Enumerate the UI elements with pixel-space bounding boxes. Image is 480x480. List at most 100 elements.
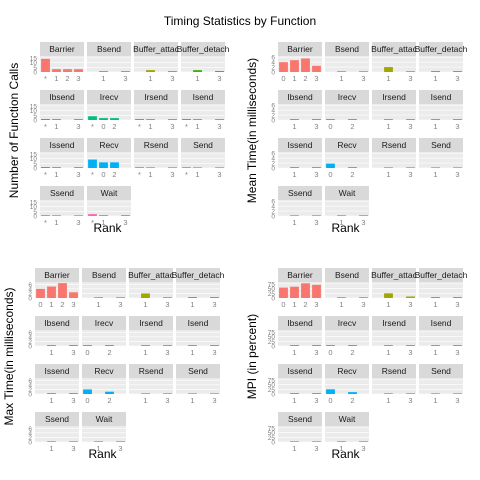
chart2-panel-8-background [419,104,463,120]
chart4-panel-14-bar-1 [337,441,346,442]
chart4-panel-2-bar-1 [337,297,346,298]
chart1-panel-3-strip [134,42,178,56]
chart2-panel-11-strip [372,138,416,152]
chart3-panel-10-xtick-label: 0 [85,396,89,405]
chart4-panel-7-strip [372,316,416,330]
chart1-panel-4-background [181,56,225,72]
chart4-panel-13-xtick-label: 3 [314,444,318,453]
chart2-panel-2-xtick-label: 3 [361,74,365,83]
chart2-panel-13-bar-1 [290,215,299,216]
chart3-panel-10-strip [82,364,126,378]
chart4-panel-8-xtick-label: 1 [433,348,437,357]
chart3-panel-13-bar-1 [47,441,56,442]
chart3-panel-6-xtick-label: 0 [85,348,89,357]
chart1-panel-1-ytick-label: 10 [30,60,38,67]
chart4-panel-5-xtick-label: 3 [314,348,318,357]
chart4-panel-6-bar-2 [348,345,357,346]
chart1-panel-9-ytick-label: 0 [33,166,37,173]
chart2-panel-1-xtick-label: 3 [314,74,318,83]
chart1-panel-4-bar-1 [193,70,202,72]
chart3-panel-9-strip-label: Issend [44,366,69,376]
chart4-panel-8-bar-1 [431,345,440,346]
chart1-panel-10-bar-1 [88,159,97,168]
chart2-panel-9-xtick-label: 3 [314,170,318,179]
chart2-panel-13-background [278,200,322,216]
chart1-panel-11-background [134,152,178,168]
chart3-panel-1-bar-1 [36,288,45,298]
chart1-panel-8-xtick-label: 3 [217,122,221,131]
chart4-panel-12-strip-label: Send [431,366,451,376]
chart4-panel-6-strip-label: Irecv [338,318,357,328]
chart2-panel-6-background [325,104,369,120]
chart3-panel-5-ytick-label: 2 [28,339,32,346]
chart4-panel-14-strip [325,412,369,426]
chart1-panel-12-strip [181,138,225,152]
chart2-panel-9-ytick-label: 0 [271,166,275,173]
chart1-panel-10-bar-2 [99,162,108,168]
chart1-panel-8-strip [181,90,225,104]
chart1-panel-9-strip-label: Issend [49,140,74,150]
chart3-panel-12-strip-label: Send [188,366,208,376]
chart4-panel-14-xtick-label: 3 [361,444,365,453]
chart3-panel-12-xtick-label: 3 [212,396,216,405]
chart2-panel-3-bar-1 [384,67,393,72]
chart1-panel-1-ytick-label: 0 [33,70,37,77]
chart3-panel-10-strip-label: Recv [94,366,114,376]
chart1-panel-9-xtick-label: 3 [76,170,80,179]
chart4-panel-10-bar-1 [326,389,335,394]
chart3-panel-5-bar-1 [47,345,56,346]
chart1-y-axis-label: Number of Function Calls [7,63,21,198]
chart1-panel-13-ytick-label: 0 [33,214,37,221]
chart4-panel-9-bar-2 [312,393,321,394]
chart4-panel-1-ytick-label: 25 [268,291,276,298]
chart3-panel-5-background [35,330,79,346]
chart1-panel-10-strip-label: Recv [99,140,119,150]
chart2-panel-11-xtick-label: 1 [386,170,390,179]
chart2-panel-10-strip-label: Recv [337,140,357,150]
chart4-x-axis-label: Rank [331,447,360,461]
chart3-panel-4-strip [176,268,220,282]
chart3-panel-9-ytick-label: 2 [28,387,32,394]
chart1-panel-3-background [134,56,178,72]
chart1-panel-12-bar-2 [193,167,202,168]
chart3-panel-14-bar-2 [116,441,125,442]
chart4-panel-3-xtick-label: 3 [408,300,412,309]
chart4-panel-6-bar-1 [326,345,335,346]
chart3-panel-14-xtick-label: 3 [118,444,122,453]
chart3-panel-8-xtick-label: 3 [212,348,216,357]
chart3-panel-13-ytick-label: 4 [28,430,32,437]
chart2-panel-9-strip [278,138,322,152]
chart1-panel-14-bar-1 [88,214,97,216]
chart1-panel-14-background [87,200,131,216]
chart2-panel-13-ytick-label: 6 [271,199,275,206]
chart3-panel-7-bar-2 [163,345,172,346]
chart3-panel-4-background [176,282,220,298]
chart2-panel-8-xtick-label: 1 [433,122,437,131]
chart3-panel-5-xtick-label: 3 [71,348,75,357]
chart1-panel-6-xtick-label: 0 [101,122,105,131]
chart2-panel-8-xtick-label: 3 [455,122,459,131]
chart3-panel-7-strip-label: Irsend [139,318,163,328]
chart3-panel-4-xtick-label: 1 [190,300,194,309]
chart1-panel-14-bar-2 [99,215,108,216]
chart1-panel-11-xtick-label: 1 [148,170,152,179]
chart1-panel-1-ytick-label: 5 [33,65,37,72]
figure-title: Timing Statistics by Function [163,14,317,28]
chart1-panel-7-strip [134,90,178,104]
chart1-panel-7-strip-label: Irsend [144,92,168,102]
chart1-panel-10-xtick-label: 0 [101,170,105,179]
chart2-panel-13-ytick-label: 2 [271,209,275,216]
chart1-panel-7-bar-3 [168,119,177,120]
chart1-panel-12-xtick-label: 3 [217,170,221,179]
chart1-panel-1-xtick-label: 3 [76,74,80,83]
chart4-panel-3-background [372,282,416,298]
chart2-panel-2-strip-label: Bsend [335,44,359,54]
chart1-panel-2-bar-1 [99,71,108,72]
chart3-panel-12-xtick-label: 1 [190,396,194,405]
chart1-panel-14-xtick-label: * [91,218,94,227]
chart1-panel-9-ytick-label: 15 [30,151,38,158]
chart4-panel-14-strip-label: Wait [339,414,356,424]
chart4-panel-8-xtick-label: 3 [455,348,459,357]
chart2-panel-6-bar-1 [326,119,335,120]
chart2-panel-14-xtick-label: 1 [339,218,343,227]
